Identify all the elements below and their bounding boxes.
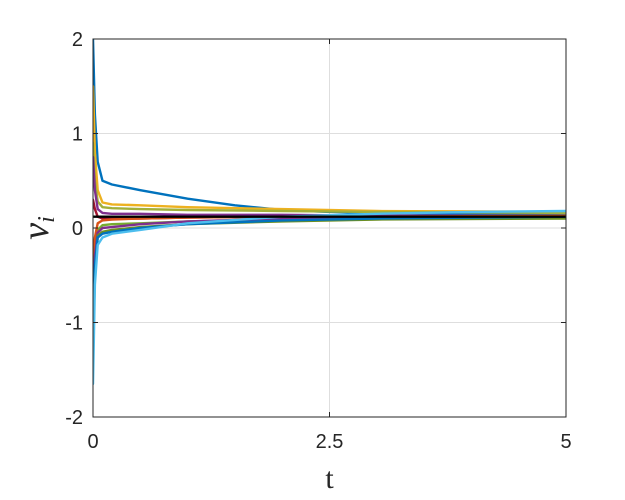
- series-line-3: [93, 141, 566, 215]
- y-tick-label: -1: [65, 313, 83, 335]
- x-tick-label: 0: [87, 431, 98, 453]
- series-lines: [93, 39, 566, 386]
- y-tick-label: 2: [72, 29, 83, 51]
- y-tick-label: 1: [72, 124, 83, 146]
- grid: [93, 39, 566, 417]
- x-axis-label: t: [325, 462, 334, 495]
- series-line-11: [93, 209, 566, 386]
- x-tick-label: 2.5: [316, 431, 344, 453]
- x-tick-label: 5: [560, 431, 571, 453]
- y-tick-label: -2: [65, 407, 83, 429]
- y-axis-label-subscript: i: [34, 216, 60, 223]
- y-axis-label-main: ν: [15, 223, 57, 240]
- ticks: 0 2.5 5 -2 -1 0 1 2: [65, 29, 571, 453]
- y-tick-label: 0: [72, 218, 83, 240]
- y-axis-label: νi: [15, 216, 60, 240]
- series-line-2: [93, 85, 566, 214]
